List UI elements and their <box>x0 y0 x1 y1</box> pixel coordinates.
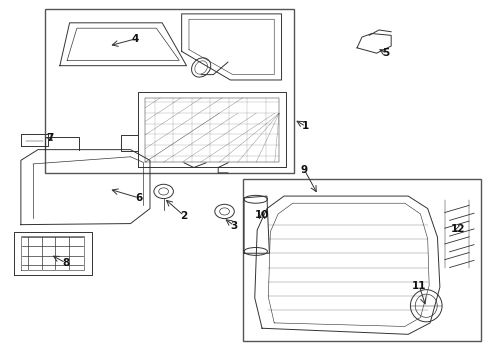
Text: 5: 5 <box>383 48 390 58</box>
Text: 12: 12 <box>451 224 466 234</box>
Text: 11: 11 <box>412 282 427 292</box>
Text: 8: 8 <box>62 258 69 268</box>
Text: 7: 7 <box>47 133 54 143</box>
Text: 3: 3 <box>231 221 238 231</box>
Text: 1: 1 <box>302 121 310 131</box>
Text: 6: 6 <box>135 193 143 203</box>
Text: 10: 10 <box>255 210 270 220</box>
Text: 4: 4 <box>132 34 139 44</box>
Text: 2: 2 <box>180 211 188 221</box>
Text: 9: 9 <box>301 165 308 175</box>
